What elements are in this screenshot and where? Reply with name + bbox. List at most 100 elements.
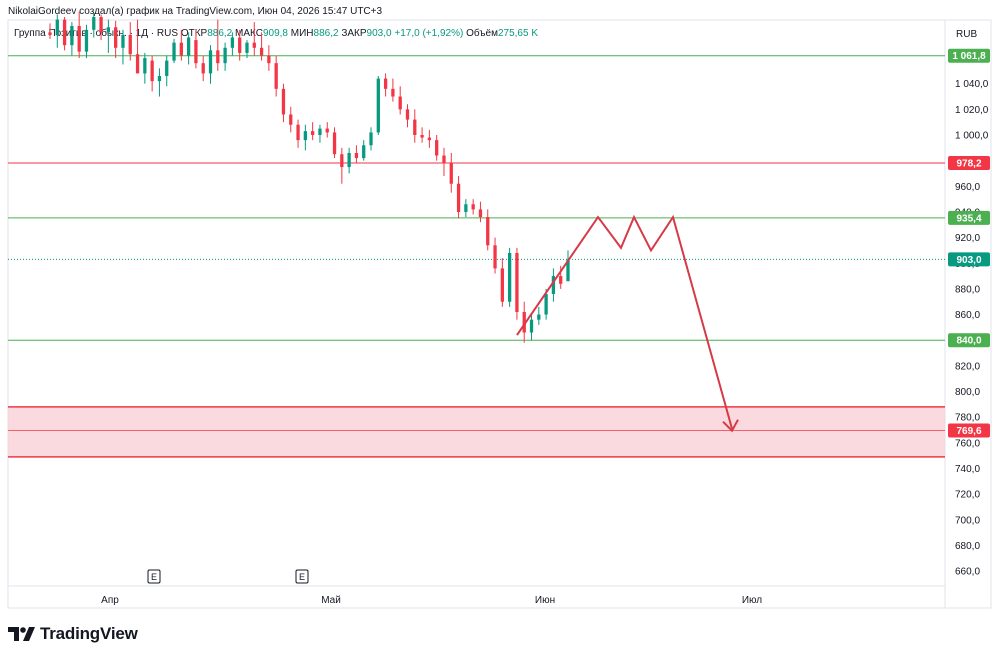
candle-body	[172, 42, 176, 61]
candle-body	[551, 276, 556, 295]
candle-body	[274, 63, 278, 89]
candle-body	[566, 259, 570, 282]
candle-body	[442, 155, 446, 164]
candle-body	[493, 245, 497, 269]
close-value: 903,0	[366, 28, 392, 39]
candle-body	[106, 27, 111, 33]
currency-label[interactable]: RUB	[956, 29, 978, 40]
candle-body	[362, 145, 366, 159]
candle-body	[128, 34, 132, 55]
candle-body	[449, 163, 453, 184]
event-marker-label: E	[151, 572, 157, 582]
candle-body	[281, 88, 286, 115]
candle-body	[354, 152, 359, 159]
candle-body	[391, 88, 395, 97]
candle-body	[114, 27, 118, 48]
candle-body	[259, 47, 264, 56]
candle-body	[289, 114, 293, 125]
candle-body	[267, 55, 271, 64]
price-badge-support-bg	[948, 333, 990, 348]
candle-body	[332, 132, 337, 155]
high-label: МАКС	[235, 28, 263, 39]
y-tick-label: 1 040,0	[955, 79, 989, 90]
candle-body	[55, 19, 59, 35]
y-tick-label: 760,0	[955, 438, 980, 449]
tradingview-wordmark: TradingView	[40, 624, 138, 643]
price-badge-support-bg	[948, 48, 990, 63]
candle-body	[194, 40, 198, 64]
candle-body	[208, 50, 213, 74]
candle-body	[427, 137, 432, 141]
candle-body	[186, 37, 191, 56]
earnings-event-marker[interactable]: E	[295, 569, 309, 584]
candle-body	[311, 131, 315, 135]
candle-body	[559, 276, 563, 284]
candle-body	[201, 63, 205, 74]
low-label: МИН	[290, 28, 314, 39]
y-tick-label: 780,0	[955, 413, 980, 424]
candle-body	[84, 29, 89, 52]
price-badge-support-text: 1 061,8	[952, 51, 986, 62]
candle-body	[537, 314, 541, 320]
candle-body	[99, 17, 103, 33]
candle-body	[420, 135, 424, 138]
candle-body	[223, 47, 227, 64]
candle-body	[456, 183, 461, 212]
close-label: ЗАКР	[341, 28, 367, 39]
candle-body	[70, 25, 74, 46]
event-marker-box	[147, 569, 161, 584]
y-tick-label: 800,0	[955, 387, 980, 398]
y-tick-label: 720,0	[955, 490, 980, 501]
y-tick-label: 920,0	[955, 233, 980, 244]
open-label: ОТКР	[180, 28, 208, 39]
y-tick-label: 820,0	[955, 361, 980, 372]
tradingview-logo[interactable]: TradingView	[8, 624, 138, 644]
y-tick-label: 660,0	[955, 567, 980, 578]
price-badge-support-text: 935,4	[956, 213, 981, 224]
price-badge-resistance-text: 978,2	[956, 158, 981, 169]
candle-body	[413, 119, 417, 135]
y-tick-label: 680,0	[955, 541, 980, 552]
candle-body	[340, 154, 344, 168]
candle-body	[325, 128, 329, 133]
candle-body	[464, 204, 468, 212]
x-tick-label: Июн	[535, 595, 555, 606]
candle-body	[92, 17, 96, 30]
candle-body	[529, 319, 534, 333]
candle-body	[216, 50, 220, 64]
change-value: +17,0 (+1,92%)	[394, 28, 464, 39]
publish-note: NikolaiGordeev создал(a) график на Tradi…	[8, 6, 383, 17]
candle-body	[471, 204, 475, 210]
tradingview-logo-icon	[8, 627, 35, 641]
volume-label: Объём	[466, 28, 498, 39]
candle-body	[296, 124, 300, 141]
candle-body	[522, 311, 526, 333]
candle-body	[376, 78, 380, 133]
candle-body	[486, 217, 490, 246]
candle-body	[230, 37, 235, 48]
candle-body	[318, 128, 322, 135]
candle-body	[143, 58, 147, 74]
candle-body	[515, 252, 519, 312]
volume-value: 275,65 K	[497, 28, 538, 39]
price-badge-resistance-bg	[948, 155, 990, 170]
earnings-event-marker[interactable]: E	[147, 569, 161, 584]
y-tick-label: 1 000,0	[955, 131, 989, 142]
candle-body	[500, 268, 504, 302]
y-tick-label: 960,0	[955, 182, 980, 193]
symbol-legend: Группа Позитив · обыкн. · 1Д · RUS ОТКР8…	[14, 28, 538, 39]
candle-body	[121, 34, 125, 48]
price-badge-support-bg	[948, 210, 990, 225]
y-tick-label: 860,0	[955, 310, 980, 321]
candle-body	[478, 209, 483, 218]
candle-body	[252, 42, 256, 48]
symbol-name[interactable]: Группа Позитив · обыкн. · 1Д · RUS	[14, 28, 179, 39]
price-badge-last-bg	[948, 252, 990, 267]
candle-body	[507, 252, 512, 302]
candle-body	[77, 25, 81, 52]
candle-body	[303, 131, 307, 141]
candle-body	[48, 32, 52, 35]
forecast-arrowhead	[722, 419, 739, 433]
x-tick-label: Май	[321, 595, 341, 606]
